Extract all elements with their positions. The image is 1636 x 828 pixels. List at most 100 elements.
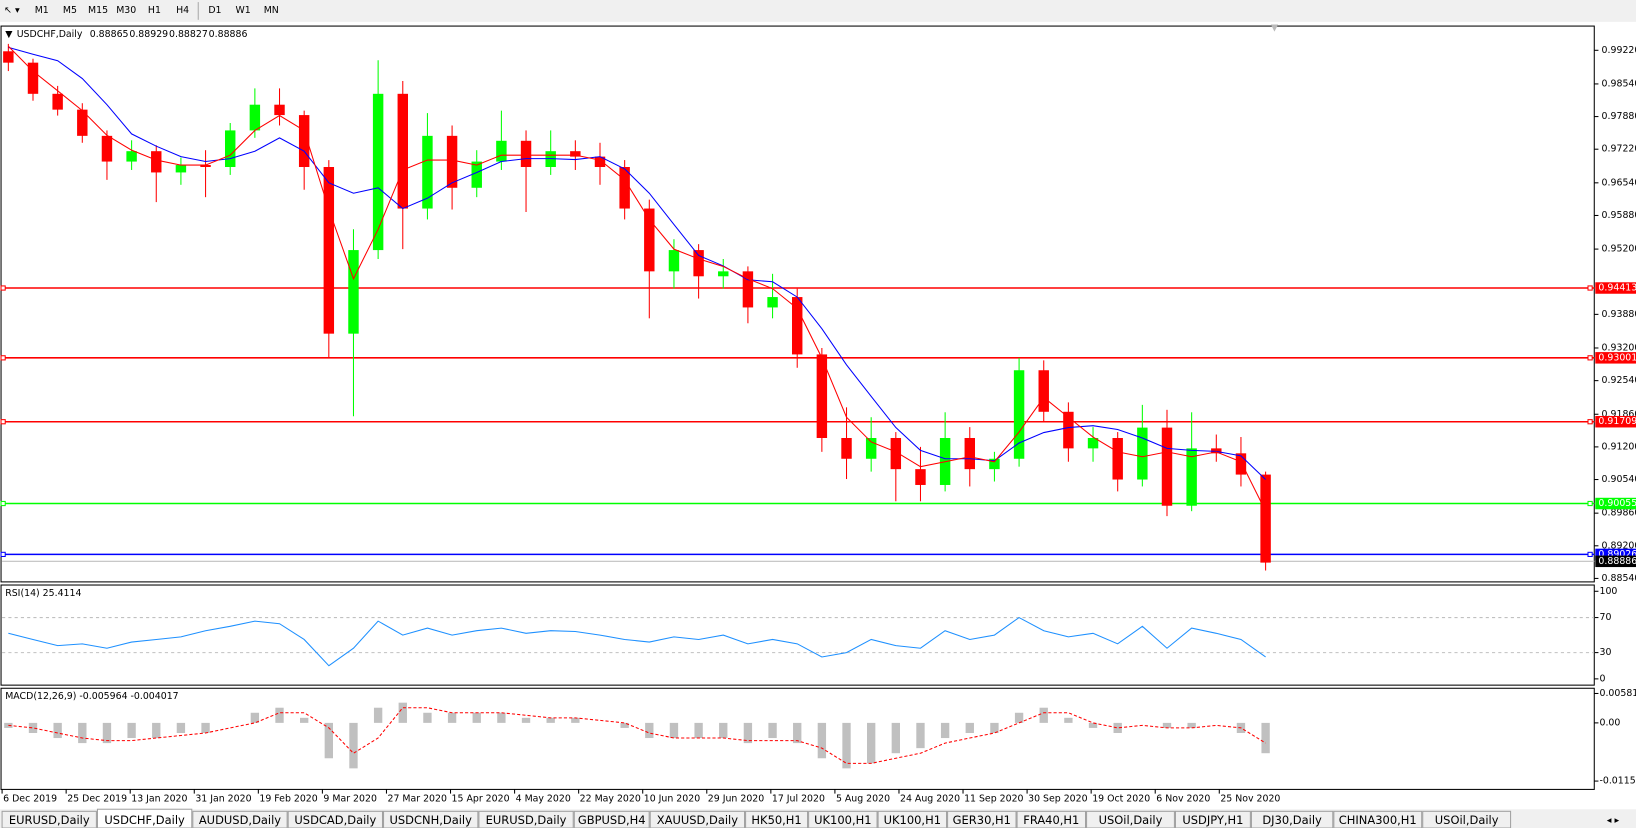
timeframe-button[interactable]: MN [264,5,279,16]
macd-bar [719,722,728,739]
macd-bar [965,722,974,733]
quote-value: 0.88865 [90,29,129,40]
tab-label[interactable]: USDCHF,Daily [104,813,185,827]
tab[interactable] [947,810,1017,828]
macd-bar [1039,707,1048,723]
level-handle[interactable] [0,285,6,291]
level-handle[interactable] [1587,500,1593,507]
tab[interactable] [1,810,97,828]
macd-bar [299,717,309,723]
quote-value: 0.88929 [129,29,168,40]
timeframe-button[interactable]: M30 [116,5,136,16]
macd-bar [546,717,555,723]
tab[interactable] [1250,810,1334,828]
tab-label[interactable]: DJ30,Daily [1262,813,1322,827]
tab-label[interactable]: XAUUSD,Daily [657,813,739,827]
tab-label[interactable]: USDCAD,Daily [294,813,376,827]
level-handle[interactable] [1587,551,1593,558]
tab[interactable] [287,810,384,828]
candle-body [175,165,187,173]
x-tick-label: 10 Jun 2020 [644,793,700,804]
macd-bar [916,722,925,749]
macd-bar [1064,717,1073,723]
timeframe-button[interactable]: H1 [148,5,161,16]
tab-label[interactable]: USDJPY,H1 [1182,813,1243,827]
macd-bar [940,722,950,739]
tab[interactable] [573,810,650,828]
level-handle[interactable] [0,500,6,507]
tab-label[interactable]: UK100,H1 [814,813,871,827]
level-handle[interactable] [0,551,6,558]
candle-body [1260,474,1271,563]
level-handle[interactable] [1587,355,1593,361]
tab-label[interactable]: USOil,Daily [1435,813,1499,827]
tab-label[interactable]: CHINA300,H1 [1339,813,1417,827]
candle-body [791,297,803,355]
level-label: 0.94413 [1598,283,1636,294]
tab-label[interactable]: AUDUSD,Daily [199,813,281,827]
candle-body [1087,437,1099,449]
macd-panel [0,687,1595,790]
candle-body [619,167,630,209]
tab-label[interactable]: EURUSD,Daily [486,813,567,827]
tab[interactable] [478,810,574,828]
tab[interactable] [383,810,479,828]
tab[interactable] [96,808,193,828]
candle-body [77,109,88,136]
macd-bar [127,722,136,739]
tab[interactable] [192,810,288,828]
tab[interactable] [649,810,746,828]
tab-scroll [1602,811,1636,828]
macd-bar [78,722,87,744]
level-label-bg [1595,282,1636,294]
timeframe-button[interactable]: D1 [208,5,221,16]
tab-label[interactable]: USDCNH,Daily [389,813,472,827]
y-tick-label: 0 [1599,673,1605,684]
tab-label[interactable]: FRA40,H1 [1023,813,1079,827]
macd-bar [694,722,703,739]
timeframe-button[interactable]: H4 [176,5,189,16]
chart-menu-arrow[interactable]: ▼ [5,29,13,40]
tab-label[interactable]: HK50,H1 [751,813,801,827]
panel-title: RSI(14) 25.4114 [5,588,81,599]
tab-scroll-arrows[interactable]: ◂ ▸ [1607,815,1620,826]
tab[interactable] [1086,810,1175,828]
level-handle[interactable] [0,355,6,361]
tab-label[interactable]: GER30,H1 [953,813,1011,827]
level-label-bg [1595,352,1636,364]
macd-bar [1162,722,1172,728]
level-handle[interactable] [0,419,6,425]
level-handle[interactable] [1587,419,1593,425]
level-handle[interactable] [1587,285,1593,291]
tab-label[interactable]: UK100,H1 [884,813,941,827]
tab[interactable] [1333,810,1423,828]
x-tick-label: 15 Apr 2020 [452,793,510,804]
timeframe-button[interactable]: M5 [63,5,77,16]
macd-bar [1088,722,1098,728]
candle-body [718,271,729,277]
x-tick-label: 4 May 2020 [516,793,571,804]
timeframe-button[interactable]: M1 [35,5,49,16]
timeframe-button[interactable]: M15 [88,5,108,16]
tab-label[interactable]: EURUSD,Daily [9,813,90,827]
tab[interactable] [745,810,809,828]
tab[interactable] [1174,810,1251,828]
candle-body [3,51,14,63]
candle-body [298,115,310,168]
tab[interactable] [877,810,948,828]
macd-bar [842,722,851,769]
toolbar [0,0,1636,22]
tab-label[interactable]: GBPUSD,H4 [578,813,646,827]
cursor-icon[interactable]: ↖ ▾ [4,5,20,16]
tab[interactable] [1016,810,1087,828]
tab-label[interactable]: USOil,Daily [1099,813,1163,827]
tab[interactable] [1422,810,1512,828]
tab[interactable] [808,810,878,828]
candle-body [1112,437,1123,480]
timeframe-button[interactable]: W1 [235,5,250,16]
